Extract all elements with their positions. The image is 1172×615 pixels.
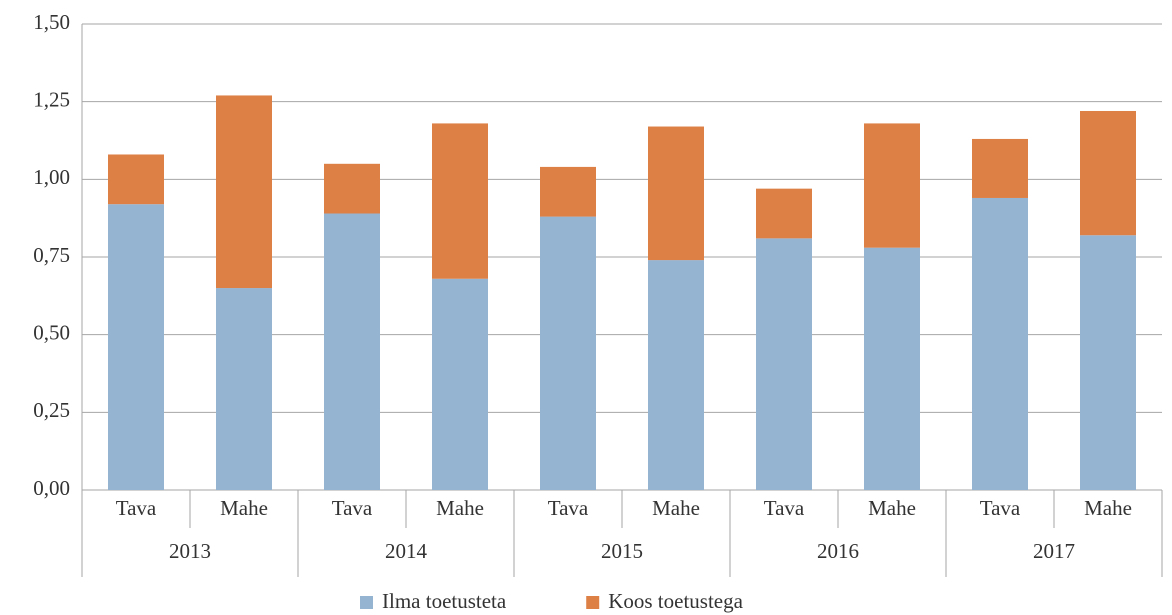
bar-segment: [324, 213, 380, 491]
group-label: 2015: [601, 539, 643, 563]
bar-segment: [864, 123, 920, 248]
x-tick-label: Mahe: [868, 496, 916, 520]
bar-segment: [540, 216, 596, 490]
bar-segment: [432, 278, 488, 490]
bar-segment: [432, 123, 488, 279]
y-tick-label: 0,00: [33, 476, 70, 500]
legend-swatch: [586, 596, 600, 609]
x-tick-label: Tava: [116, 496, 157, 520]
group-label: 2017: [1033, 539, 1075, 563]
bar-segment: [1080, 110, 1136, 236]
y-tick-label: 1,00: [33, 165, 70, 189]
bar-segment: [216, 95, 272, 289]
bar-segment: [756, 188, 812, 239]
group-label: 2013: [169, 539, 211, 563]
bar-segment: [324, 163, 380, 214]
y-tick-label: 0,50: [33, 320, 70, 344]
bar-segment: [972, 197, 1028, 490]
bar-segment: [972, 138, 1028, 198]
x-tick-label: Tava: [980, 496, 1021, 520]
bar-segment: [108, 204, 164, 491]
bar-segment: [648, 260, 704, 490]
bar-segment: [756, 238, 812, 490]
x-tick-label: Tava: [332, 496, 373, 520]
y-tick-label: 1,25: [33, 87, 70, 111]
legend-swatch: [360, 596, 373, 609]
bar-segment: [1080, 235, 1136, 490]
y-tick-label: 0,75: [33, 243, 70, 267]
bar-segment: [648, 126, 704, 261]
bar-segment: [216, 288, 272, 490]
group-label: 2016: [817, 539, 859, 563]
legend-label: Koos toetustega: [608, 589, 743, 613]
group-label: 2014: [385, 539, 428, 563]
bar-segment: [864, 247, 920, 490]
x-tick-label: Tava: [548, 496, 589, 520]
legend-label: Ilma toetusteta: [382, 589, 507, 613]
y-tick-label: 0,25: [33, 398, 70, 422]
x-tick-label: Mahe: [220, 496, 268, 520]
x-tick-label: Mahe: [1084, 496, 1132, 520]
bar-segment: [540, 166, 596, 217]
y-tick-label: 1,50: [33, 10, 70, 34]
x-tick-label: Mahe: [436, 496, 484, 520]
bar-segment: [108, 154, 164, 205]
x-tick-label: Tava: [764, 496, 805, 520]
x-tick-label: Mahe: [652, 496, 700, 520]
